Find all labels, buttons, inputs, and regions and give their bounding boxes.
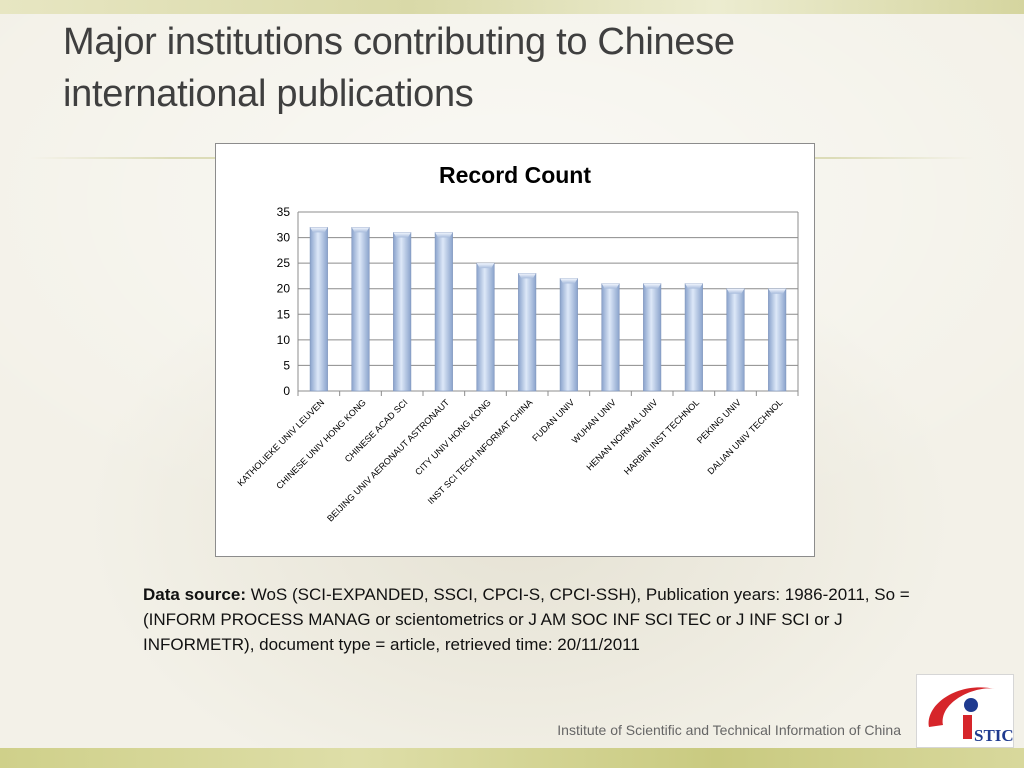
y-tick-label: 35 bbox=[277, 205, 291, 219]
data-source-note: Data source: WoS (SCI-EXPANDED, SSCI, CP… bbox=[143, 582, 913, 657]
x-category-label: HENAN NORMAL UNIV bbox=[584, 397, 659, 472]
bar bbox=[768, 288, 787, 392]
bar bbox=[309, 227, 328, 392]
bar bbox=[351, 227, 370, 392]
bar bbox=[601, 283, 620, 392]
y-tick-label: 10 bbox=[277, 333, 291, 347]
istic-logo: STIC bbox=[916, 674, 1014, 748]
bar bbox=[393, 232, 412, 392]
bar-top-bevel bbox=[476, 263, 495, 269]
bar-top-bevel bbox=[726, 288, 745, 294]
bar-top-bevel bbox=[560, 278, 578, 284]
bar-top-bevel bbox=[310, 227, 328, 233]
x-category-label: DALIAN UNIV TECHNOL bbox=[705, 397, 784, 476]
bar-top-bevel bbox=[351, 227, 370, 233]
y-tick-label: 25 bbox=[277, 256, 291, 270]
top-decor-band bbox=[0, 0, 1024, 14]
data-source-label: Data source: bbox=[143, 585, 246, 604]
bar-top-bevel bbox=[643, 283, 661, 289]
x-category-label: CITY UNIV HONG KONG bbox=[413, 397, 493, 477]
bottom-decor-band bbox=[0, 748, 1024, 768]
x-category-label: HARBIN INST TECHNOL bbox=[622, 397, 701, 476]
footer-institution: Institute of Scientific and Technical In… bbox=[557, 722, 901, 738]
logo-text: STIC bbox=[974, 726, 1013, 745]
bar-top-bevel bbox=[518, 273, 536, 279]
bar-top-bevel bbox=[685, 283, 703, 289]
istic-logo-icon: STIC bbox=[928, 687, 1014, 745]
bar bbox=[559, 278, 578, 392]
y-tick-label: 15 bbox=[277, 307, 291, 321]
x-category-label: CHINESE UNIV HONG KONG bbox=[274, 397, 368, 491]
bar bbox=[518, 273, 537, 392]
y-tick-label: 20 bbox=[277, 282, 291, 296]
bar bbox=[684, 283, 703, 392]
bar-chart: Record Count 0 5 10 15 20 25 30 35 KATHOLIEKE U… bbox=[235, 162, 799, 523]
chart-title: Record Count bbox=[439, 162, 591, 188]
bar-top-bevel bbox=[601, 283, 620, 289]
slide-title: Major institutions contributing to Chine… bbox=[63, 21, 735, 115]
bar bbox=[643, 283, 662, 392]
data-source-text: WoS (SCI-EXPANDED, SSCI, CPCI-S, CPCI-SS… bbox=[143, 585, 910, 654]
chart-container: Record Count 0 5 10 15 20 25 30 35 KATHOLIEKE U… bbox=[215, 143, 815, 557]
y-tick-label: 30 bbox=[277, 231, 291, 245]
x-category-label: KATHOLIEKE UNIV LEUVEN bbox=[235, 397, 326, 488]
bar-top-bevel bbox=[393, 232, 411, 238]
y-tick-label: 5 bbox=[283, 358, 290, 372]
x-category-label: FUDAN UNIV bbox=[530, 397, 576, 443]
bar bbox=[476, 262, 495, 392]
bar bbox=[726, 288, 745, 392]
bar-top-bevel bbox=[435, 232, 453, 238]
bar-top-bevel bbox=[768, 288, 786, 294]
y-tick-label: 0 bbox=[283, 384, 290, 398]
bar bbox=[434, 232, 453, 392]
